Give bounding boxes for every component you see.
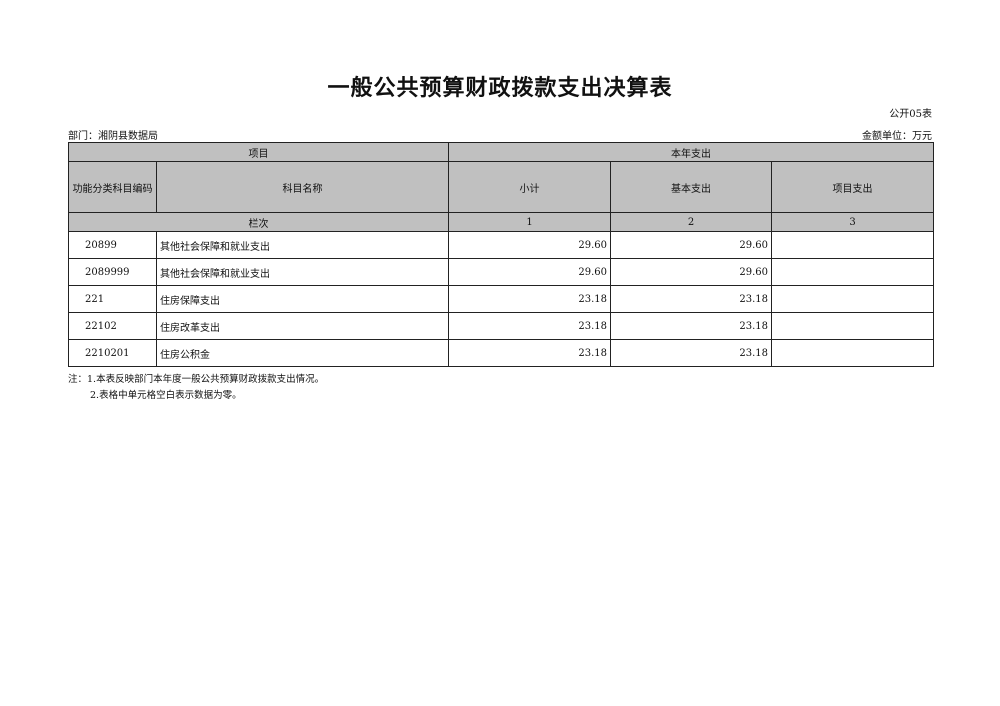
cell-code: 2210201 xyxy=(68,339,157,367)
table-code: 公开05表 xyxy=(889,109,932,120)
cell-code: 20899 xyxy=(68,231,157,259)
index-3: 3 xyxy=(770,212,935,232)
cell-code: 22102 xyxy=(68,312,157,340)
cell-subtotal: 29.60 xyxy=(448,231,611,259)
cell-subtotal: 29.60 xyxy=(448,258,611,286)
cell-name: 住房保障支出 xyxy=(156,285,449,313)
page-title: 一般公共预算财政拨款支出决算表 xyxy=(327,75,673,101)
cell-subtotal: 23.18 xyxy=(448,312,611,340)
note-2: 2.表格中单元格空白表示数据为零。 xyxy=(90,390,242,401)
cell-project xyxy=(770,339,935,367)
header-project-exp: 项目支出 xyxy=(770,161,935,213)
table-row: 2210201 住房公积金 23.18 23.18 xyxy=(68,339,935,367)
cell-code: 2089999 xyxy=(68,258,157,286)
cell-subtotal: 23.18 xyxy=(448,285,611,313)
header-project: 项目 xyxy=(68,142,449,162)
cell-subtotal: 23.18 xyxy=(448,339,611,367)
cell-basic: 29.60 xyxy=(610,231,772,259)
cell-project xyxy=(770,258,935,286)
header-subtotal: 小计 xyxy=(448,161,611,213)
index-1: 1 xyxy=(448,212,611,232)
table-row: 22102 住房改革支出 23.18 23.18 xyxy=(68,312,935,340)
unit-label: 金额单位：万元 xyxy=(862,131,932,142)
header-code: 功能分类科目编码 xyxy=(68,161,157,213)
header-name: 科目名称 xyxy=(156,161,449,213)
cell-project xyxy=(770,285,935,313)
header-basic: 基本支出 xyxy=(610,161,772,213)
header-current-year: 本年支出 xyxy=(447,142,935,162)
cell-basic: 23.18 xyxy=(610,285,772,313)
department-label: 部门：湘阴县数据局 xyxy=(68,131,158,142)
note-1: 注：1.本表反映部门本年度一般公共预算财政拨款支出情况。 xyxy=(68,374,325,385)
cell-name: 其他社会保障和就业支出 xyxy=(156,231,449,259)
cell-project xyxy=(770,312,935,340)
header-row-1: 项目 本年支出 xyxy=(68,142,935,162)
cell-basic: 23.18 xyxy=(610,312,772,340)
table-row: 20899 其他社会保障和就业支出 29.60 29.60 xyxy=(68,231,935,259)
cell-basic: 23.18 xyxy=(610,339,772,367)
table-row: 2089999 其他社会保障和就业支出 29.60 29.60 xyxy=(68,258,935,286)
cell-project xyxy=(770,231,935,259)
row-index-label: 栏次 xyxy=(68,212,449,232)
cell-name: 住房公积金 xyxy=(156,339,449,367)
cell-name: 住房改革支出 xyxy=(156,312,449,340)
cell-code: 221 xyxy=(68,285,157,313)
cell-name: 其他社会保障和就业支出 xyxy=(156,258,449,286)
cell-basic: 29.60 xyxy=(610,258,772,286)
header-row-index: 栏次 1 2 3 xyxy=(68,212,935,232)
header-row-2: 功能分类科目编码 科目名称 小计 基本支出 项目支出 xyxy=(68,161,935,213)
table-row: 221 住房保障支出 23.18 23.18 xyxy=(68,285,935,313)
index-2: 2 xyxy=(610,212,772,232)
expenditure-table: 项目 本年支出 功能分类科目编码 科目名称 小计 基本支出 项目支出 栏次 1 … xyxy=(68,142,935,367)
